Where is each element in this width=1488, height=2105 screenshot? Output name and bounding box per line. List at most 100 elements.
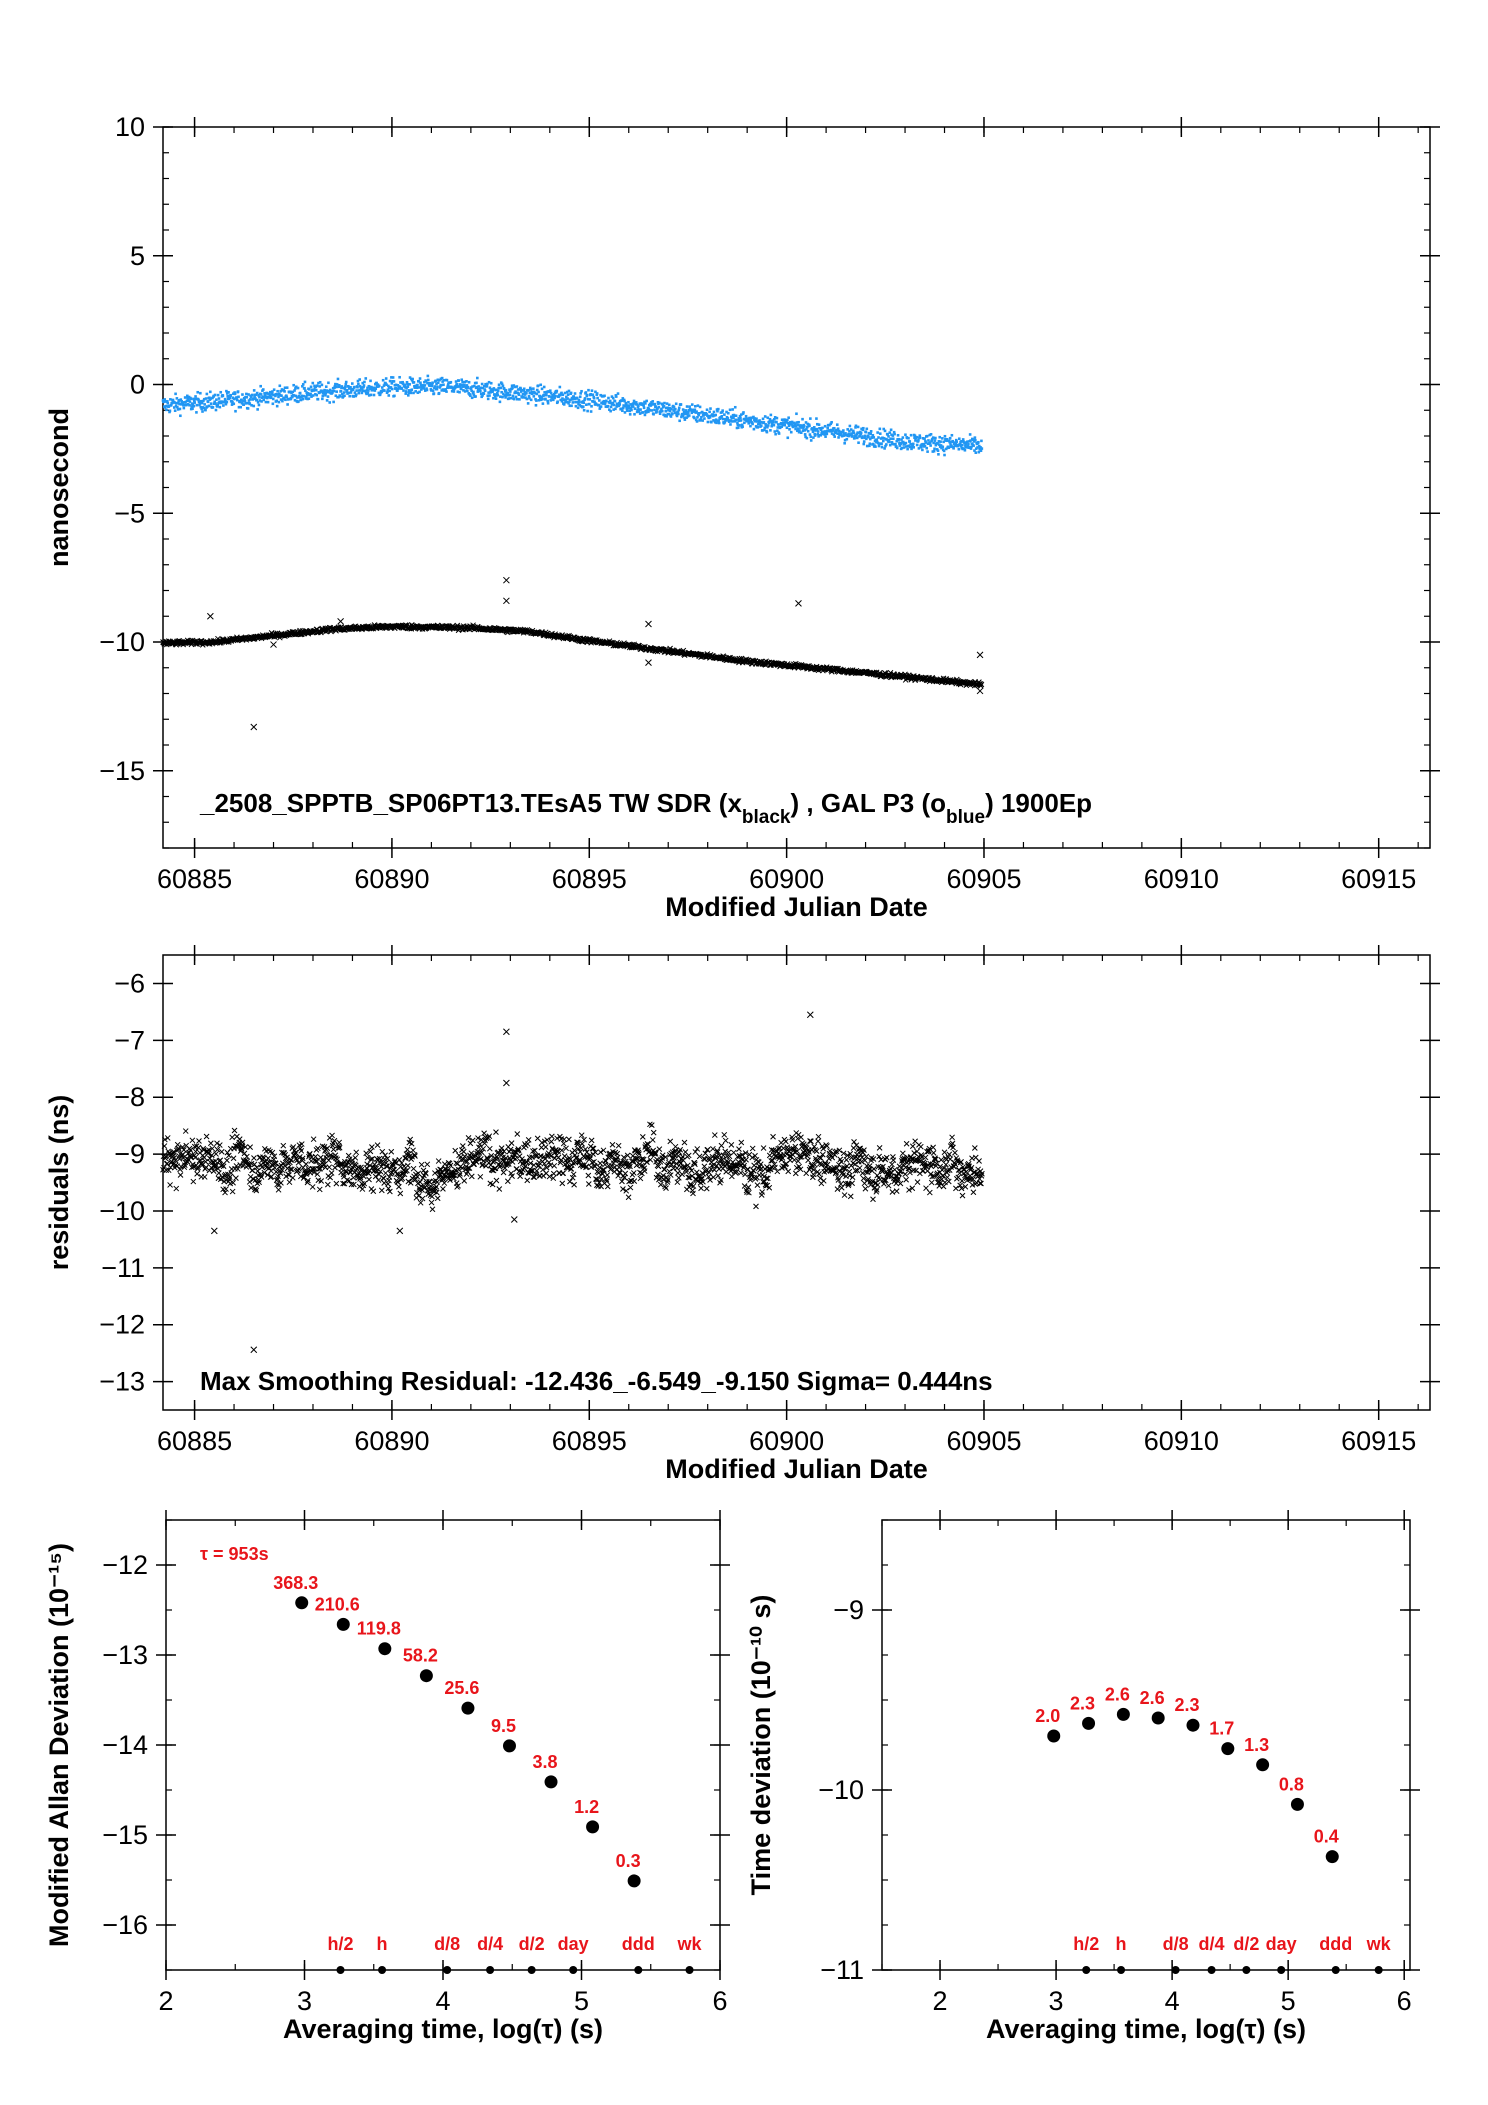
gal-p3-point — [773, 416, 777, 419]
gal-p3-point — [717, 407, 720, 411]
residual-point — [703, 1185, 710, 1192]
gal-p3-point — [208, 396, 211, 400]
residual-point — [603, 1176, 610, 1183]
gal-p3-point — [662, 405, 666, 408]
tw-sdr-point — [977, 681, 984, 687]
gal-p3-point — [478, 388, 481, 391]
y-tick-label: −13 — [99, 1367, 145, 1397]
gal-p3-point — [785, 421, 788, 424]
gal-p3-point — [224, 402, 228, 406]
gal-p3-point — [392, 380, 396, 383]
gal-p3-point — [257, 403, 261, 407]
gal-p3-point — [234, 409, 237, 413]
gal-p3-point — [276, 389, 279, 393]
gal-p3-point — [549, 391, 553, 395]
gal-p3-point — [563, 391, 567, 395]
gal-p3-point — [744, 418, 747, 422]
gal-p3-point — [816, 430, 820, 433]
gal-p3-point — [199, 405, 203, 409]
gal-p3-point — [957, 443, 960, 447]
gal-p3-point — [240, 398, 243, 402]
gal-p3-point — [332, 400, 335, 404]
gal-p3-point — [657, 401, 661, 405]
gal-p3-point — [628, 413, 632, 416]
residual-point — [546, 1173, 553, 1180]
gal-p3-point — [674, 407, 677, 411]
gal-p3-point — [598, 399, 601, 402]
annotation-subscript: black — [742, 807, 791, 828]
residual-point — [292, 1149, 299, 1156]
gal-p3-point — [463, 383, 466, 387]
residual-point — [173, 1185, 180, 1192]
gal-p3-point — [591, 400, 595, 403]
gal-p3-point — [708, 410, 711, 414]
gal-p3-point — [417, 380, 421, 383]
gal-p3-point — [568, 404, 572, 408]
gal-p3-point — [690, 403, 694, 406]
gal-p3-point — [790, 420, 794, 424]
residual-point — [447, 1177, 453, 1184]
residual-point — [710, 1145, 716, 1152]
gal-p3-point — [168, 409, 172, 413]
gal-p3-point — [438, 386, 442, 389]
gal-p3-point — [288, 390, 292, 394]
residual-point — [867, 1182, 874, 1188]
gal-p3-point — [255, 398, 259, 402]
gal-p3-point — [883, 429, 887, 433]
residual-point — [601, 1167, 607, 1173]
x-tick-label: 60890 — [354, 864, 429, 894]
gal-p3-point — [461, 380, 464, 384]
residual-point — [498, 1145, 505, 1152]
residual-point — [709, 1162, 715, 1169]
residual-point — [527, 1160, 534, 1167]
gal-p3-point — [166, 400, 169, 403]
gal-p3-point — [905, 436, 909, 440]
gal-p3-point — [809, 435, 813, 439]
gal-p3-point — [775, 416, 779, 420]
gal-p3-point — [702, 414, 705, 417]
gal-p3-point — [865, 437, 868, 441]
gal-p3-point — [573, 392, 577, 395]
gal-p3-point — [491, 390, 494, 394]
gal-p3-point — [620, 407, 623, 411]
gal-p3-point — [850, 432, 853, 435]
gal-p3-point — [266, 392, 269, 395]
gal-p3-point — [892, 430, 896, 434]
residual-point — [627, 1184, 634, 1191]
residual-point — [297, 1173, 304, 1180]
gal-p3-point — [711, 414, 715, 418]
gal-p3-point — [602, 399, 606, 403]
gal-p3-point — [678, 419, 681, 423]
residual-point — [356, 1170, 362, 1177]
gal-p3-point — [167, 404, 171, 408]
residual-point — [496, 1186, 503, 1192]
gal-p3-point — [586, 409, 589, 413]
residual-point — [673, 1148, 679, 1154]
gal-p3-point — [175, 401, 178, 405]
gal-p3-point — [198, 403, 201, 407]
gal-p3-point — [434, 379, 437, 383]
gal-p3-point — [802, 426, 805, 430]
gal-p3-point — [555, 389, 559, 393]
gal-p3-point — [966, 440, 969, 443]
gal-p3-point — [267, 392, 271, 396]
gal-p3-point — [334, 385, 338, 389]
residual-point — [165, 1167, 172, 1174]
gal-p3-point — [190, 405, 193, 408]
x-tick-label: 60915 — [1341, 1426, 1416, 1456]
gal-p3-point — [395, 387, 398, 391]
residual-point — [589, 1159, 595, 1166]
gal-p3-point — [684, 410, 688, 414]
residual-point — [764, 1175, 771, 1182]
residual-point — [770, 1133, 776, 1140]
gal-p3-point — [855, 432, 859, 436]
residual-point — [667, 1172, 674, 1178]
gal-p3-point — [820, 432, 823, 435]
gal-p3-point — [840, 430, 843, 434]
gal-p3-point — [357, 382, 360, 386]
gal-p3-point — [545, 390, 549, 394]
gal-p3-point — [624, 401, 628, 405]
residual-point — [493, 1129, 499, 1135]
gal-p3-point — [320, 383, 324, 387]
gal-p3-point — [574, 404, 578, 408]
